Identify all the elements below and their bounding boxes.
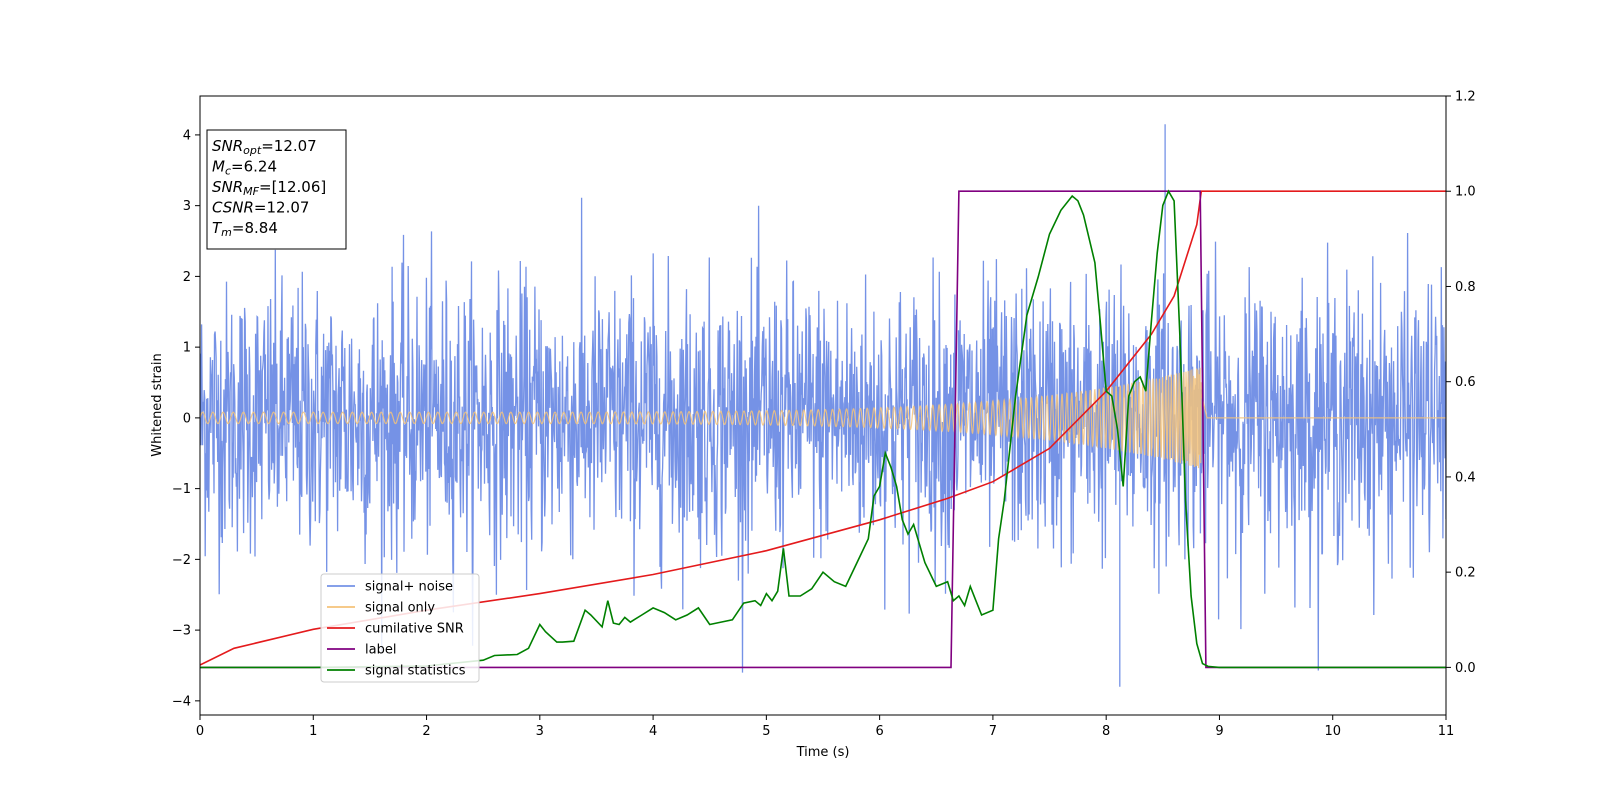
signal-statistics-line: [200, 189, 1446, 669]
y2-tick-label: 0.4: [1455, 470, 1476, 485]
y-tick-label: 4: [183, 128, 191, 143]
annotation-line: Mc=6.24: [212, 158, 277, 178]
annotation-frame: [206, 129, 347, 250]
y2-tick-label: 0.6: [1455, 375, 1476, 390]
x-tick-label: 11: [1438, 724, 1455, 739]
annotation-line: SNRMF=[12.06]: [212, 178, 326, 198]
x-tick-label: 5: [762, 724, 770, 739]
y-axis-left: 4 3 2 1 0 −1 −2 −3 −4: [172, 128, 200, 709]
x-axis-label: Time (s): [796, 745, 850, 760]
y-tick-label: −4: [172, 694, 191, 709]
legend-label: signal only: [365, 601, 435, 616]
x-tick-label: 9: [1215, 724, 1223, 739]
y-tick-label: −2: [172, 553, 191, 568]
signal-only-series: [200, 367, 1446, 469]
y2-tick-label: 1.0: [1455, 185, 1476, 200]
y-tick-label: −3: [172, 624, 191, 639]
annotation-line: CSNR=12.07: [212, 199, 309, 217]
signal-noise-trace: [200, 124, 1446, 687]
x-tick-label: 7: [989, 724, 997, 739]
y-tick-label: 3: [183, 199, 191, 214]
signal-noise-series: [200, 124, 1446, 687]
plot-frame: [199, 95, 1447, 716]
y-axis-right: 1.2 1.0 0.8 0.6 0.4 0.2 0.0: [1446, 90, 1476, 676]
y-tick-label: −1: [172, 482, 191, 497]
annotation-line: Tm=8.84: [212, 219, 278, 239]
y2-tick-label: 0.8: [1455, 280, 1476, 295]
x-tick-label: 8: [1102, 724, 1110, 739]
plot-area: [200, 124, 1446, 687]
legend-label: label: [365, 643, 396, 658]
x-tick-label: 6: [875, 724, 883, 739]
y2-tick-label: 0.2: [1455, 566, 1476, 581]
annotation-line: SNRopt=12.07: [212, 137, 317, 157]
x-tick-label: 4: [649, 724, 657, 739]
x-tick-label: 2: [422, 724, 430, 739]
legend-label: signal statistics: [365, 664, 466, 679]
signal-only-trace: [200, 367, 1446, 469]
x-tick-label: 10: [1324, 724, 1341, 739]
y-tick-label: 1: [183, 341, 191, 356]
legend-frame: [320, 573, 480, 683]
x-tick-label: 0: [196, 724, 204, 739]
y2-tick-label: 0.0: [1455, 661, 1476, 676]
legend-label: cumilative SNR: [365, 622, 464, 637]
legend: signal+ noise signal only cumilative SNR la…: [320, 573, 480, 683]
x-tick-label: 1: [309, 724, 317, 739]
x-tick-label: 3: [536, 724, 544, 739]
legend-label: signal+ noise: [365, 580, 453, 595]
annotation-box: SNRopt=12.07Mc=6.24SNRMF=[12.06]CSNR=12.…: [206, 129, 347, 250]
x-axis: 0 1 2 3 4 5 6 7 8 9 10 11: [196, 715, 1454, 739]
y-tick-label: 0: [183, 411, 191, 426]
y2-tick-label: 1.2: [1455, 90, 1476, 105]
y-axis-label: Whitened strain: [150, 353, 165, 456]
y-tick-label: 2: [183, 270, 191, 285]
